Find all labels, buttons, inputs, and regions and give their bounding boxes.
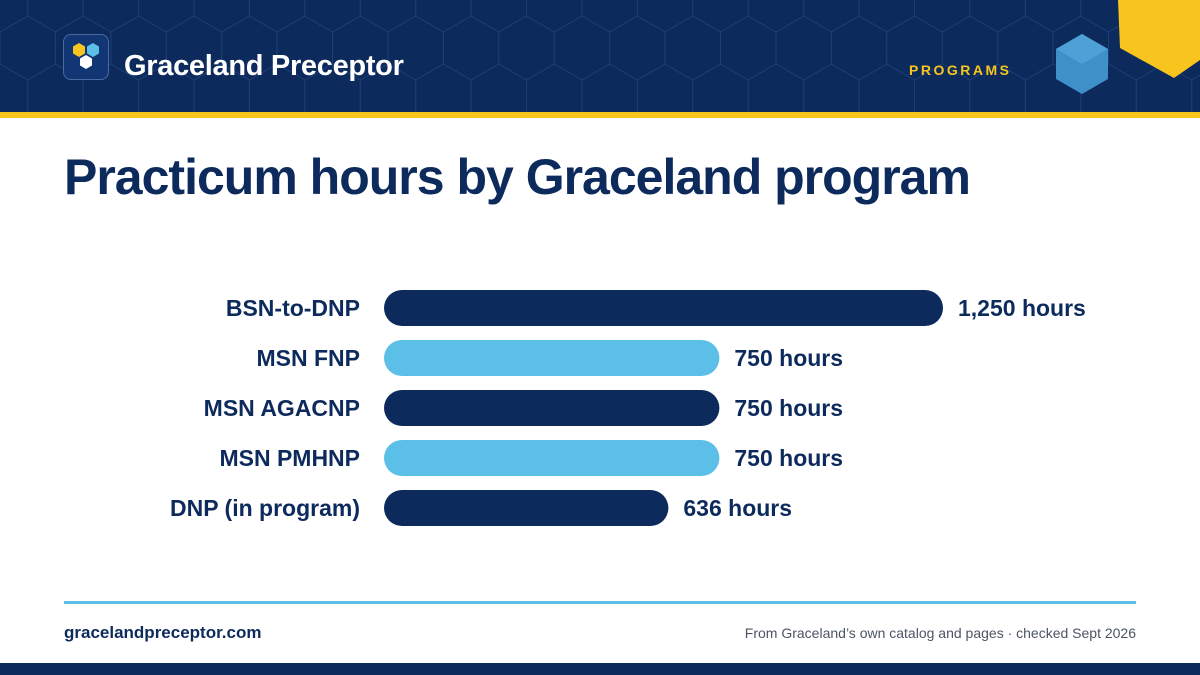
bar xyxy=(384,440,720,476)
category-label: DNP (in program) xyxy=(170,495,360,521)
footer-website: gracelandpreceptor.com xyxy=(64,623,262,642)
footer-source-note: From Graceland’s own catalog and pages ·… xyxy=(744,625,1136,641)
logo xyxy=(63,34,109,80)
value-label: 1,250 hours xyxy=(958,295,1086,321)
bar xyxy=(384,490,669,526)
value-label: 636 hours xyxy=(683,495,792,521)
value-label: 750 hours xyxy=(734,345,843,371)
category-label: MSN AGACNP xyxy=(204,395,360,421)
hexagon-icon xyxy=(1056,34,1108,94)
category-label: MSN FNP xyxy=(257,345,361,371)
value-label: 750 hours xyxy=(734,395,843,421)
pattern-hexagon xyxy=(1191,74,1200,112)
footer-divider xyxy=(64,601,1136,604)
value-label: 750 hours xyxy=(734,445,843,471)
header-banner: Graceland Preceptor PROGRAMS xyxy=(0,0,1200,112)
corner-decoration xyxy=(1118,0,1200,78)
chart-title: Practicum hours by Graceland program xyxy=(64,149,971,205)
bottom-band xyxy=(0,663,1200,675)
category-label: BSN-to-DNP xyxy=(226,295,360,321)
bar xyxy=(384,340,720,376)
bar xyxy=(384,390,720,426)
hexagon-cluster-icon xyxy=(73,43,99,69)
brand-name: Graceland Preceptor xyxy=(124,50,404,82)
header-accent-stripe xyxy=(0,112,1200,118)
section-label: PROGRAMS xyxy=(909,62,1012,78)
category-label: MSN PMHNP xyxy=(219,445,360,471)
bar xyxy=(384,290,943,326)
bar-chart: BSN-to-DNP 1,250 hours MSN FNP 750 hours MSN… xyxy=(170,290,1086,526)
